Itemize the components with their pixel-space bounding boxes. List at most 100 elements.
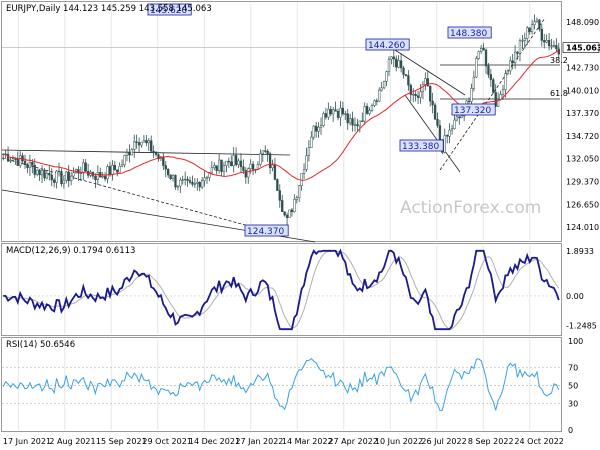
price-tick-label: 145.063 bbox=[566, 44, 600, 53]
candle-body bbox=[31, 162, 34, 166]
candle-body bbox=[196, 181, 199, 184]
candle-body bbox=[94, 175, 97, 180]
candle-body bbox=[327, 108, 330, 118]
candle-body bbox=[346, 113, 349, 124]
candle-body bbox=[130, 149, 133, 156]
candle-body bbox=[48, 173, 51, 176]
price-tick-label: 142.730 bbox=[566, 64, 599, 73]
candle-body bbox=[84, 162, 87, 172]
candle-body bbox=[334, 109, 337, 112]
candle-body bbox=[399, 60, 403, 69]
candle-body bbox=[118, 165, 121, 173]
x-tick-label: 2 Aug 2021 bbox=[49, 437, 95, 446]
candle-body bbox=[443, 135, 446, 153]
level-label-box bbox=[244, 224, 289, 237]
candle-body bbox=[154, 151, 158, 155]
candle-body bbox=[555, 45, 558, 50]
macd-line bbox=[3, 248, 560, 331]
price-tick-label: 126.650 bbox=[566, 201, 599, 210]
candle-body bbox=[276, 179, 279, 191]
candle-body bbox=[285, 214, 289, 218]
candle-body bbox=[38, 169, 41, 176]
candle-body bbox=[307, 147, 311, 156]
level-label-box bbox=[451, 103, 496, 116]
candle-body bbox=[550, 45, 553, 47]
level-label-text: 124.370 bbox=[247, 227, 284, 237]
candle-body bbox=[145, 140, 148, 144]
candle-body bbox=[116, 169, 119, 173]
candle-body bbox=[358, 120, 361, 127]
candle-body bbox=[227, 160, 230, 163]
candle-body bbox=[230, 161, 233, 166]
x-tick-label: 15 Sep 2021 bbox=[96, 437, 147, 446]
candle-body bbox=[312, 125, 315, 138]
candle-body bbox=[494, 92, 497, 107]
candle-body bbox=[191, 182, 194, 185]
candle-body bbox=[419, 91, 422, 98]
candle-body bbox=[470, 88, 473, 102]
candle-body bbox=[455, 116, 459, 121]
x-tick-label: 17 Jun 2021 bbox=[3, 437, 51, 446]
level-labels: 144.260 148.380 145.620 133.380 137.320 124.3… bbox=[147, 3, 568, 237]
candle-body bbox=[533, 21, 536, 25]
candle-body bbox=[176, 185, 180, 188]
candle-body bbox=[23, 160, 27, 165]
candle-body bbox=[36, 169, 39, 175]
candle-body bbox=[378, 89, 381, 102]
candle-body bbox=[128, 152, 131, 156]
price-tick-label: 140.010 bbox=[566, 87, 599, 96]
price-tick-label: 134.720 bbox=[566, 132, 599, 141]
candle-body bbox=[108, 166, 112, 176]
candle-body bbox=[111, 164, 114, 176]
x-tick-label: 26 Jul 2022 bbox=[421, 437, 466, 446]
candle-body bbox=[162, 156, 165, 166]
candle-body bbox=[504, 73, 507, 90]
x-tick-label: 8 Sep 2022 bbox=[468, 437, 514, 446]
candle-body bbox=[69, 175, 73, 182]
candle-body bbox=[72, 172, 75, 177]
fib-label: 61.8 bbox=[550, 89, 568, 98]
candle-body bbox=[298, 185, 301, 199]
candle-body bbox=[467, 100, 471, 103]
candle-body bbox=[426, 78, 429, 87]
candle-body bbox=[421, 84, 425, 93]
candle-body bbox=[356, 124, 359, 127]
candle-body bbox=[79, 172, 82, 175]
rsi-tick-label: 70 bbox=[568, 364, 578, 373]
candle-body bbox=[11, 158, 15, 161]
candle-body bbox=[234, 155, 238, 165]
candle-body bbox=[295, 197, 298, 200]
candle-body bbox=[237, 160, 240, 165]
rsi-tick-label: 50 bbox=[568, 382, 578, 391]
candle-body bbox=[123, 155, 126, 166]
candle-body bbox=[60, 171, 63, 185]
price-header: EURJPY,Daily 144.123 145.259 143.558 145… bbox=[6, 4, 212, 14]
macd-pane bbox=[1, 243, 562, 336]
candle-body bbox=[395, 58, 398, 68]
candle-body bbox=[239, 160, 243, 168]
candle-body bbox=[332, 109, 335, 115]
price-tick-label: 124.010 bbox=[566, 223, 599, 232]
candle-body bbox=[310, 136, 313, 148]
candle-body bbox=[416, 95, 420, 98]
candle-body bbox=[305, 155, 308, 170]
candle-body bbox=[96, 172, 99, 180]
candle-body bbox=[484, 49, 488, 67]
candle-body bbox=[487, 65, 490, 75]
candle-body bbox=[203, 177, 206, 181]
candle-body bbox=[438, 125, 442, 141]
candle-body bbox=[174, 175, 177, 188]
candle-body bbox=[62, 179, 66, 185]
candle-body bbox=[302, 169, 306, 174]
candle-body bbox=[351, 118, 354, 126]
candle-body bbox=[339, 107, 342, 118]
candle-body bbox=[373, 100, 376, 106]
candle-body bbox=[215, 165, 218, 171]
candle-body bbox=[167, 168, 170, 176]
candle-body bbox=[380, 87, 383, 91]
last-price-box bbox=[562, 42, 600, 53]
candle-body bbox=[460, 115, 463, 119]
candle-body bbox=[9, 160, 12, 162]
candle-body bbox=[329, 108, 332, 115]
